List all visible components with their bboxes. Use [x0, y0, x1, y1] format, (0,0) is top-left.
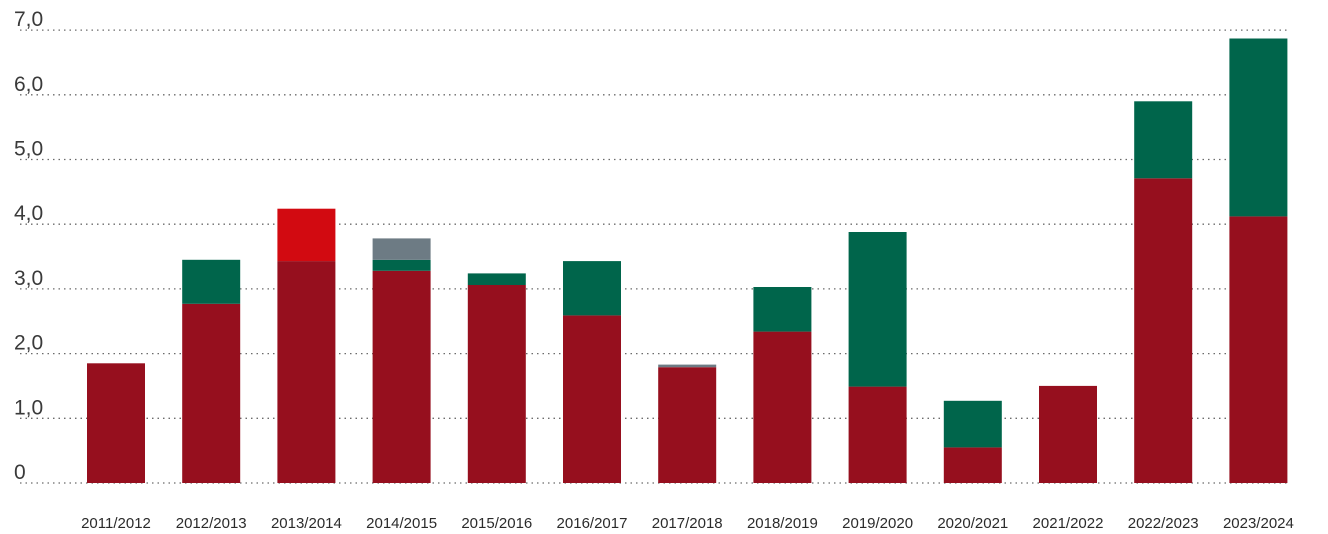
- x-tick-label: 2014/2015: [366, 515, 437, 532]
- bar-segment-series-2: [1229, 38, 1288, 217]
- x-tick-label: 2019/2020: [842, 515, 913, 532]
- y-tick-label: 5,0: [14, 138, 43, 161]
- bar-segment-series-1: [1229, 216, 1288, 483]
- bar-segment-series-1: [753, 331, 812, 483]
- bar-segment-series-1: [1039, 385, 1097, 483]
- x-tick-label: 2013/2014: [271, 515, 342, 532]
- bar-segment-series-2: [563, 261, 621, 316]
- bar-segment-series-1: [87, 363, 145, 483]
- x-tick-label: 2021/2022: [1033, 515, 1104, 532]
- bar-segment-series-1: [943, 447, 1002, 483]
- x-tick-label: 2020/2021: [937, 515, 1008, 532]
- x-tick-label: 2023/2024: [1223, 515, 1294, 532]
- bar-segment-series-4: [372, 238, 431, 260]
- bar-segment-series-2: [467, 273, 526, 285]
- bars: [87, 38, 1288, 484]
- y-axis-tick-labels: 0 1,0 2,0 3,0 4,0 5,0 6,0 7,0: [14, 8, 43, 484]
- bar-segment-series-1: [372, 270, 431, 483]
- y-tick-label: 2,0: [14, 332, 43, 355]
- x-tick-label: 2012/2013: [176, 515, 247, 532]
- bar-segment-series-2: [848, 232, 907, 387]
- y-tick-label: 0: [14, 461, 26, 484]
- x-tick-label: 2015/2016: [461, 515, 532, 532]
- y-tick-label: 4,0: [14, 202, 43, 225]
- x-tick-label: 2016/2017: [557, 515, 628, 532]
- bar-segment-series-1: [182, 303, 241, 483]
- bar-segment-series-2: [182, 259, 241, 304]
- x-tick-label: 2017/2018: [652, 515, 723, 532]
- bar-segment-series-1: [1134, 178, 1193, 484]
- bar-segment-series-2: [372, 259, 431, 271]
- y-tick-label: 3,0: [14, 267, 43, 290]
- x-axis-tick-labels: 2011/2012 2012/2013 2013/2014 2014/2015 2015…: [81, 515, 1294, 532]
- bar-segment-series-2: [1134, 101, 1193, 179]
- bar-segment-series-2: [753, 287, 812, 332]
- x-tick-label: 2018/2019: [747, 515, 818, 532]
- bar-segment-series-1: [277, 261, 336, 483]
- bar-segment-series-1: [467, 285, 526, 483]
- y-tick-label: 7,0: [14, 8, 43, 31]
- x-tick-label: 2022/2023: [1128, 515, 1199, 532]
- bar-segment-series-1: [563, 315, 621, 483]
- bar-segment-series-1: [848, 386, 907, 483]
- bar-segment-series-3: [277, 208, 336, 262]
- y-tick-label: 1,0: [14, 396, 43, 419]
- bar-segment-series-4: [658, 364, 717, 368]
- x-tick-label: 2011/2012: [81, 515, 151, 532]
- y-tick-label: 6,0: [14, 73, 43, 96]
- bar-segment-series-2: [943, 400, 1002, 448]
- bar-segment-series-1: [658, 367, 717, 483]
